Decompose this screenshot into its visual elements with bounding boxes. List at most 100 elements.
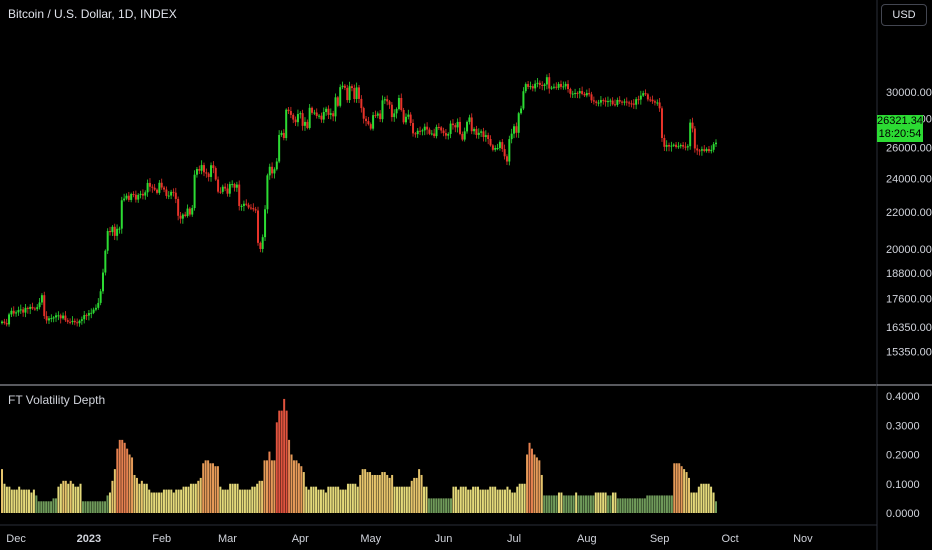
volatility-bar bbox=[391, 474, 394, 513]
candle-body bbox=[386, 99, 389, 102]
volatility-bar bbox=[74, 486, 77, 513]
volatility-bar bbox=[511, 492, 514, 513]
candle-body bbox=[513, 126, 516, 134]
candle-body bbox=[353, 88, 356, 100]
volatility-bar bbox=[423, 486, 426, 513]
volatility-bar bbox=[486, 489, 489, 513]
candle-body bbox=[672, 144, 675, 146]
volatility-bar bbox=[592, 495, 595, 513]
candle-body bbox=[172, 191, 175, 193]
candle-body bbox=[226, 188, 229, 194]
volatility-bar bbox=[221, 489, 224, 513]
candle-body bbox=[522, 91, 525, 109]
time-axis[interactable]: Dec 2023 Feb Mar Apr May Jun Jul Aug Sep Oct Nov bbox=[6, 533, 813, 545]
candle-body bbox=[686, 146, 689, 148]
volatility-bar bbox=[148, 489, 151, 513]
volatility-bar bbox=[393, 486, 396, 513]
candle-body bbox=[120, 200, 123, 229]
volatility-bar bbox=[503, 489, 506, 513]
candle-body bbox=[426, 126, 429, 130]
candle-body bbox=[703, 149, 706, 151]
volatility-bar bbox=[165, 489, 168, 513]
volatility-bar bbox=[133, 474, 136, 513]
volatility-bar bbox=[638, 498, 641, 513]
candle-body bbox=[578, 91, 581, 94]
candle-body bbox=[639, 95, 642, 100]
candle-body bbox=[689, 122, 692, 147]
volatility-bar bbox=[469, 489, 472, 513]
volatility-bar bbox=[261, 480, 264, 513]
candle-body bbox=[134, 194, 137, 200]
volatility-bar bbox=[496, 489, 499, 513]
candle-body bbox=[367, 121, 370, 125]
candle-body bbox=[184, 214, 187, 216]
candle-body bbox=[510, 133, 513, 140]
candle-body bbox=[625, 101, 628, 103]
candle-body bbox=[498, 142, 501, 149]
candle-body bbox=[97, 302, 100, 308]
candle-body bbox=[628, 102, 631, 104]
time-tick-label: Nov bbox=[793, 533, 813, 545]
volatility-bar bbox=[712, 492, 715, 513]
candle-body bbox=[38, 302, 41, 308]
candle-body bbox=[94, 307, 97, 310]
volatility-bar bbox=[670, 495, 673, 513]
volatility-bar bbox=[526, 454, 529, 513]
currency-button[interactable]: USD bbox=[881, 4, 927, 26]
volatility-bar bbox=[47, 501, 50, 513]
volatility-bar bbox=[89, 501, 92, 513]
candle-body bbox=[489, 139, 492, 146]
candle-body bbox=[552, 86, 555, 88]
indicator-axis[interactable]: 0.4000 0.3000 0.2000 0.1000 0.0000 bbox=[886, 391, 920, 520]
candle-body bbox=[693, 128, 696, 149]
volatility-bar bbox=[553, 495, 556, 513]
volatility-bar bbox=[562, 495, 565, 513]
volatility-bar bbox=[40, 501, 43, 513]
volatility-bar bbox=[624, 498, 627, 513]
volatility-bar bbox=[376, 474, 379, 513]
volatility-bar bbox=[528, 442, 531, 513]
candle-body bbox=[550, 87, 553, 89]
volatility-bar bbox=[214, 466, 217, 513]
volatility-bar bbox=[413, 477, 416, 513]
candle-body bbox=[477, 132, 480, 135]
volatility-bar bbox=[207, 460, 210, 513]
volatility-bar bbox=[508, 489, 511, 513]
candle-body bbox=[715, 142, 717, 145]
volatility-bar bbox=[560, 492, 563, 513]
candle-body bbox=[179, 215, 182, 219]
candle-body bbox=[402, 109, 405, 123]
candle-body bbox=[334, 97, 337, 117]
volatility-bar bbox=[337, 486, 340, 513]
candle-body bbox=[278, 134, 281, 162]
volatility-bar bbox=[37, 501, 40, 513]
volatility-bar bbox=[383, 472, 386, 513]
candle-body bbox=[691, 122, 694, 129]
candle-body bbox=[247, 204, 250, 208]
volatility-bar bbox=[283, 398, 286, 513]
volatility-bar bbox=[81, 501, 84, 513]
price-tick-label: 20000.00 bbox=[886, 244, 932, 256]
volatility-bar bbox=[432, 498, 435, 513]
candle-body bbox=[419, 130, 422, 132]
candle-body bbox=[245, 203, 248, 205]
candle-body bbox=[487, 135, 490, 140]
volatility-bar bbox=[315, 486, 318, 513]
volatility-bar bbox=[234, 483, 237, 513]
volatility-bar bbox=[494, 486, 497, 513]
candle-body bbox=[167, 195, 170, 197]
volatility-bar bbox=[329, 486, 332, 513]
candle-body bbox=[200, 165, 203, 171]
volatility-bar bbox=[194, 483, 197, 513]
volatility-bar bbox=[521, 483, 524, 513]
volatility-bar bbox=[182, 486, 185, 513]
price-tick-label: 30000.00 bbox=[886, 87, 932, 99]
candle-body bbox=[64, 315, 67, 321]
candle-body bbox=[524, 84, 527, 92]
candle-body bbox=[536, 82, 539, 84]
candle-body bbox=[210, 165, 213, 177]
volatility-bar bbox=[371, 474, 374, 513]
candle-body bbox=[198, 168, 201, 171]
volatility-bar bbox=[479, 489, 482, 513]
candle-body bbox=[92, 309, 95, 313]
